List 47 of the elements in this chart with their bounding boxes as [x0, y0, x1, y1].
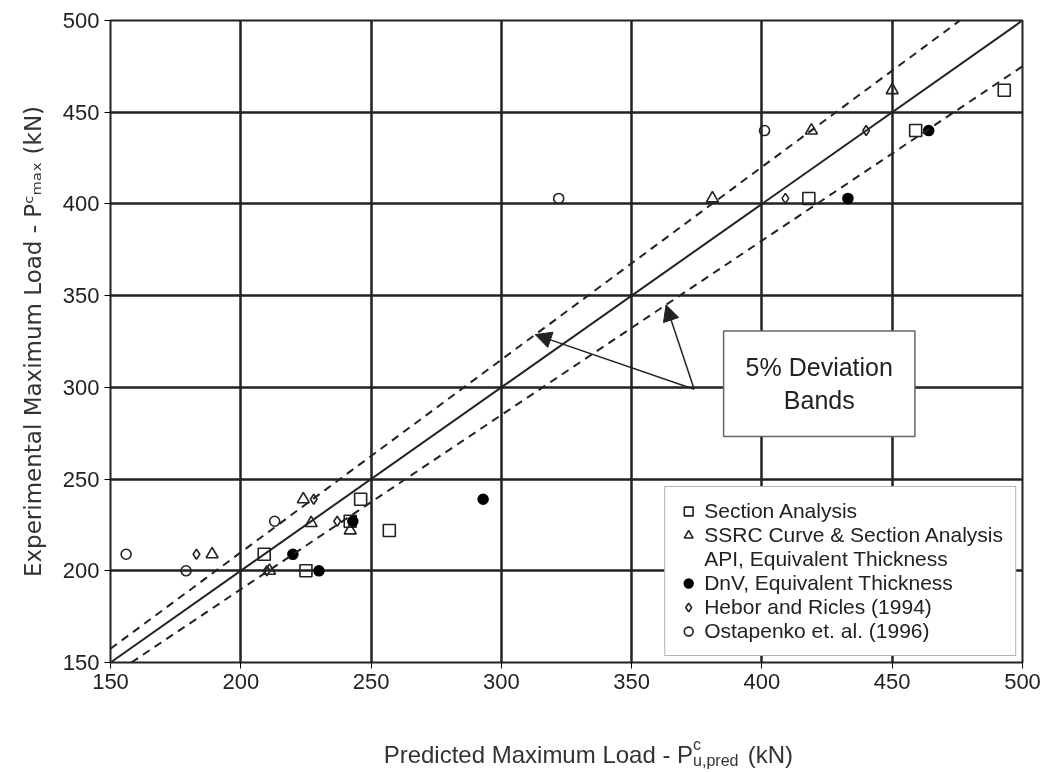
- legend-label: Hebor and Ricles (1994): [704, 595, 932, 619]
- x-tick-label: 250: [352, 668, 390, 694]
- point: [343, 522, 358, 535]
- x-tick-label: 400: [743, 668, 781, 694]
- y-tick-label: 500: [62, 8, 100, 33]
- point: [299, 563, 313, 578]
- point: [180, 565, 192, 577]
- y-tick-label: 150: [62, 650, 100, 675]
- x-tick-label: 450: [873, 668, 911, 694]
- point: [552, 192, 565, 205]
- y-tick-label: 450: [62, 99, 100, 125]
- x-tick-label: 300: [483, 668, 520, 694]
- point: [997, 83, 1012, 97]
- y-tick-label: 300: [62, 374, 100, 400]
- y-tick-label: 250: [62, 466, 100, 492]
- legend-label: Section Analysis: [704, 499, 858, 523]
- point: [313, 565, 325, 577]
- legend-label: DnV, Equivalent Thickness: [704, 571, 953, 595]
- point: [802, 191, 816, 206]
- y-axis-title: Experimental Maximum Load - Pᶜₘₐₓ (kN): [19, 105, 46, 578]
- point: [885, 82, 900, 95]
- point: [382, 523, 397, 538]
- legend-label: SSRC Curve & Section Analysis: [704, 523, 1003, 547]
- y-tick-label: 200: [62, 558, 100, 584]
- annotation: 5% Deviation Bands: [745, 352, 893, 415]
- point: [842, 192, 854, 205]
- point: [804, 122, 819, 135]
- legend-label: API, Equivalent Thickness: [704, 547, 948, 571]
- point: [758, 124, 771, 137]
- point: [347, 515, 359, 528]
- point: [908, 123, 923, 138]
- y-tick-label: 400: [62, 191, 100, 217]
- x-tick-label: 500: [1004, 668, 1041, 694]
- point: [120, 548, 132, 561]
- point: [262, 563, 277, 576]
- legend-label: Ostapenko et. al. (1996): [704, 619, 930, 643]
- y-tick-label: 350: [62, 283, 100, 309]
- point: [353, 492, 368, 507]
- point: [705, 190, 720, 203]
- point: [296, 491, 311, 504]
- x-tick-label: 200: [222, 668, 260, 694]
- point: [477, 493, 489, 506]
- point: [257, 547, 272, 562]
- point: [205, 546, 219, 559]
- point: [304, 515, 318, 528]
- x-tick-label: 350: [613, 668, 651, 694]
- point: [268, 515, 281, 528]
